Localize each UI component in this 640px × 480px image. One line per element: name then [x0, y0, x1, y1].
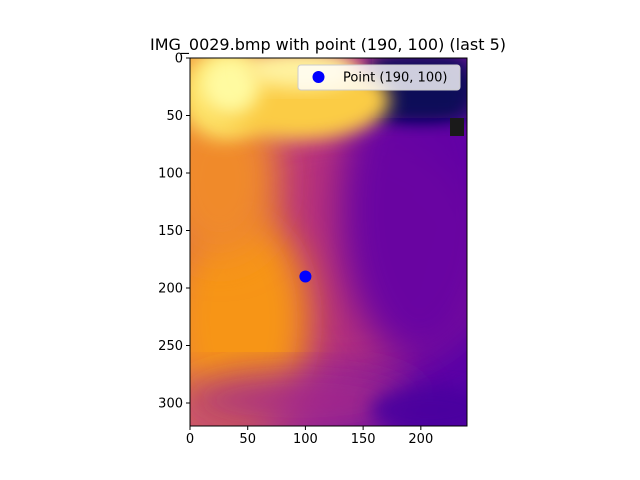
y-tick-label: 200 — [158, 282, 183, 297]
scatter-points — [299, 270, 312, 283]
y-tick-label: 300 — [158, 397, 183, 412]
y-tick-label: 250 — [158, 339, 183, 354]
legend-box — [297, 64, 461, 91]
x-tick-label: 50 — [239, 432, 256, 447]
y-tick-label: 0 — [175, 52, 183, 67]
x-tick-label: 0 — [186, 432, 194, 447]
legend-marker — [312, 71, 325, 83]
chart-title: IMG_0029.bmp with point (190, 100) (last… — [150, 35, 506, 55]
legend-label: Point (190, 100) — [343, 71, 447, 86]
x-tick-label: 200 — [408, 432, 433, 447]
heatmap-image — [190, 58, 467, 426]
legend: Point (190, 100) — [297, 64, 461, 91]
x-tick-label: 100 — [293, 432, 318, 447]
point-marker — [299, 270, 312, 283]
axes: 0 50 100 150 200 0 50 100 150 200 250 300 — [158, 52, 468, 447]
x-axis-ticks: 0 50 100 150 200 — [186, 426, 433, 447]
y-axis-ticks: 0 50 100 150 200 250 300 — [158, 52, 190, 412]
x-tick-label: 150 — [351, 432, 376, 447]
y-tick-label: 150 — [158, 224, 183, 239]
plot-frame — [189, 57, 468, 427]
y-tick-label: 50 — [166, 109, 183, 124]
y-tick-label: 100 — [158, 167, 183, 182]
